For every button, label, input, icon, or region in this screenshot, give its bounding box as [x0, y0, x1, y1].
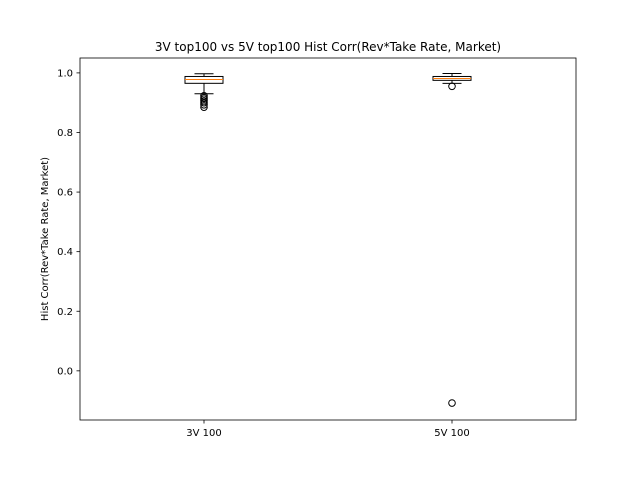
y-tick-label: 1.0: [57, 68, 73, 79]
box-2: [432, 72, 472, 407]
y-axis: 0.0 0.2 0.4 0.6 0.8 1.0: [57, 68, 80, 377]
box-1: [184, 73, 224, 111]
outlier-point: [448, 82, 456, 91]
box-series: [184, 72, 472, 407]
y-tick-label: 0.6: [57, 188, 73, 199]
y-axis-label: Hist Corr(Rev*Take Rate, Market): [40, 157, 51, 321]
outlier-point: [200, 98, 208, 107]
x-tick-label: 3V 100: [186, 428, 221, 439]
y-tick-label: 0.8: [57, 128, 73, 139]
x-tick-label: 5V 100: [434, 428, 469, 439]
y-tick-label: 0.2: [57, 307, 73, 318]
outlier-point: [200, 100, 208, 109]
chart-title: 3V top100 vs 5V top100 Hist Corr(Rev*Tak…: [155, 40, 501, 54]
y-tick-label: 0.4: [57, 247, 73, 258]
x-axis: 3V 100 5V 100: [186, 420, 470, 439]
y-tick-label: 0.0: [57, 366, 73, 377]
outlier-point: [200, 103, 208, 111]
plot-area: [79, 57, 577, 421]
outlier-point: [448, 399, 456, 407]
